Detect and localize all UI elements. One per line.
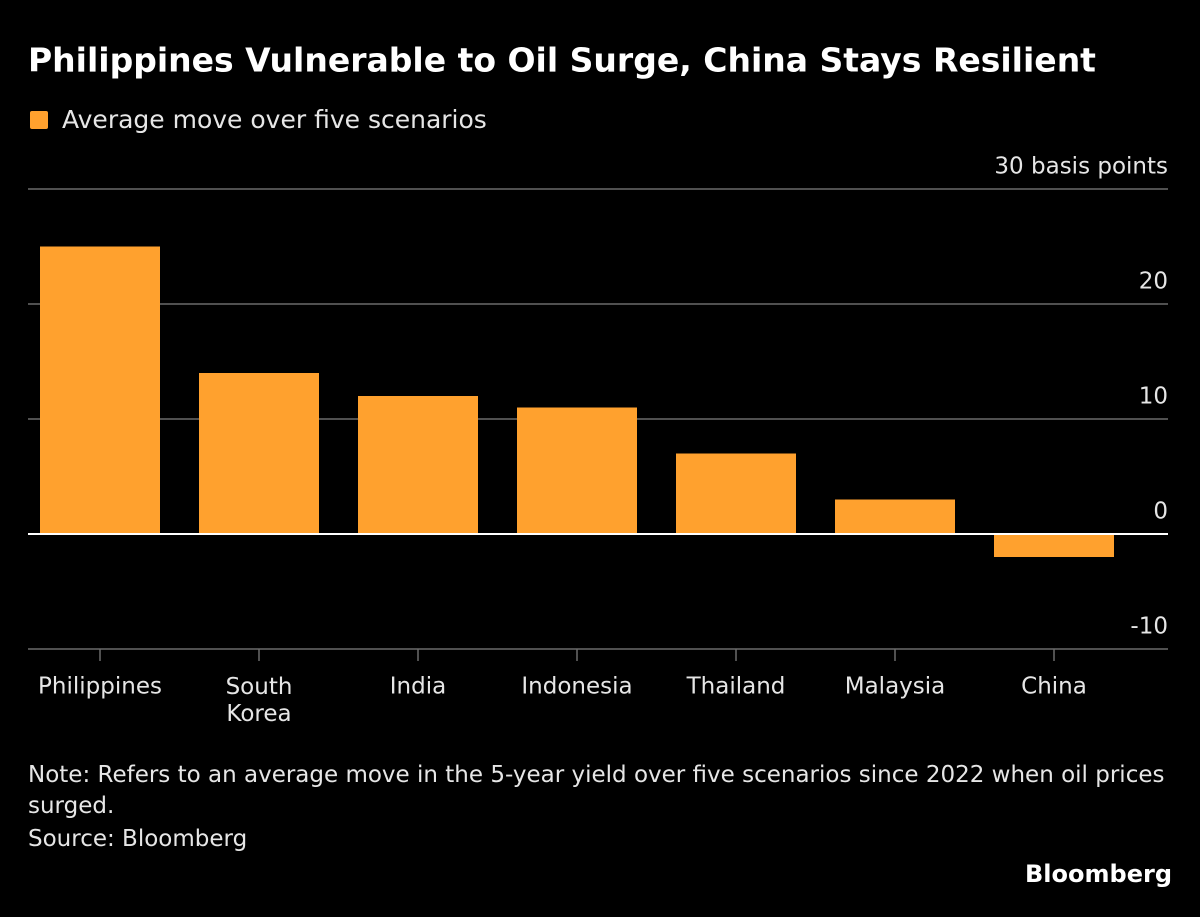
y-tick-label: 10 [1139,384,1168,410]
bar [358,396,478,534]
y-tick-label: 30 basis points [994,154,1168,180]
x-tick-label: Thailand [686,674,786,700]
x-tick-label: India [390,674,446,700]
x-tick-label: China [1021,674,1087,700]
y-tick-label: 20 [1139,269,1168,295]
x-tick-label: South Korea [226,674,293,727]
bar [199,373,319,534]
legend-label: Average move over five scenarios [62,105,487,134]
y-tick-label: 0 [1153,499,1168,525]
chart-title: Philippines Vulnerable to Oil Surge, Chi… [28,41,1096,80]
x-tick-label: Malaysia [845,674,946,700]
legend-swatch [30,111,48,129]
y-tick-label: -10 [1130,614,1168,640]
x-tick-label: Philippines [38,674,162,700]
x-tick-label: Indonesia [521,674,632,700]
bar [676,453,796,534]
bar [517,407,637,534]
bar [40,246,160,534]
bar [835,499,955,534]
brand: Bloomberg [1025,860,1172,888]
bar [994,534,1114,557]
note: Note: Refers to an average move in the 5… [28,762,1165,819]
source: Source: Bloomberg [28,826,248,852]
